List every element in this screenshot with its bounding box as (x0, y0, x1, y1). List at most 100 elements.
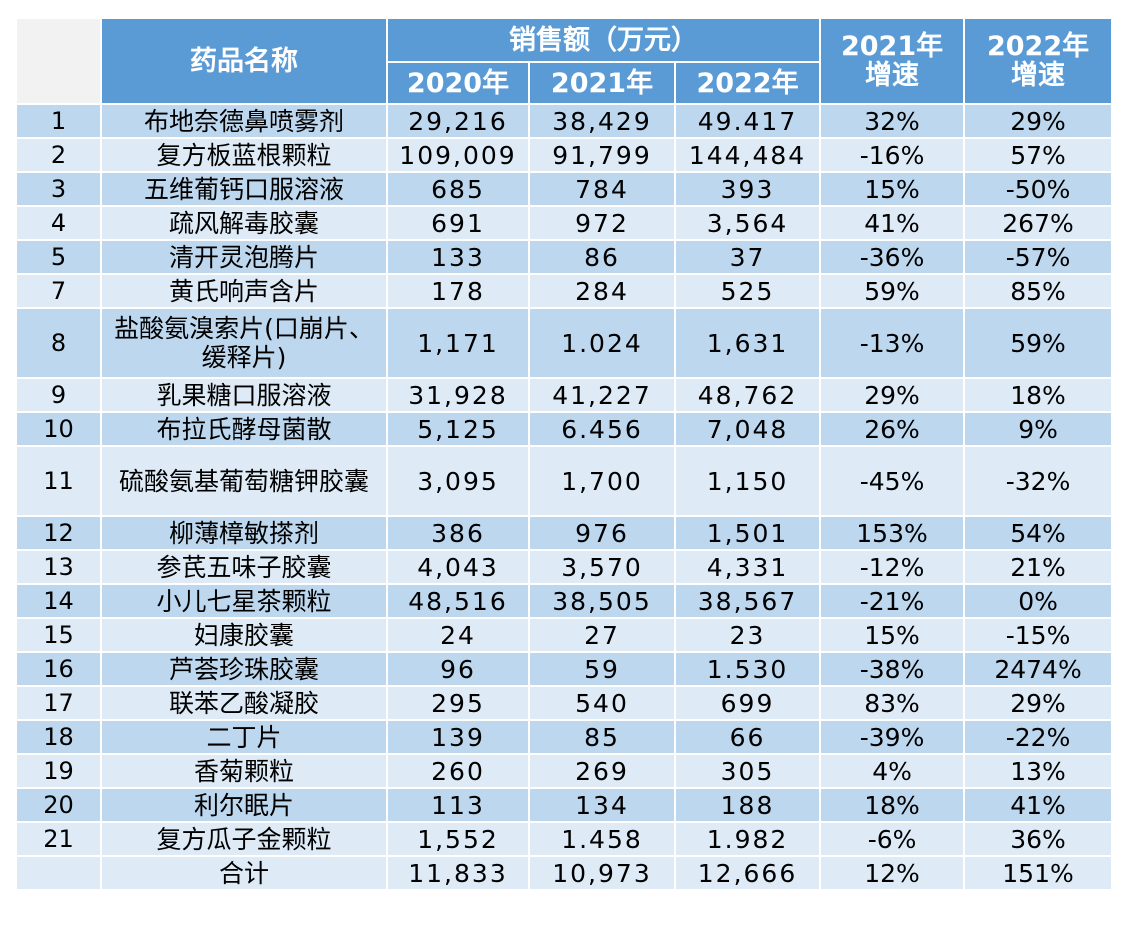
sales-2020-cell: 4,043 (386, 549, 530, 585)
growth-2021-cell: 41% (819, 205, 966, 241)
drug-name-cell: 利尔眠片 (100, 787, 388, 823)
row-index-cell: 4 (15, 205, 102, 241)
sales-2020-cell: 113 (386, 787, 530, 823)
sales-2020-cell: 295 (386, 685, 530, 721)
growth-2021-cell: 83% (819, 685, 966, 721)
growth-2022-cell: 57% (963, 137, 1114, 173)
drug-name-cell: 二丁片 (100, 719, 388, 755)
total-row: 合计 11,833 10,973 12,666 12% 151% (15, 855, 1114, 891)
growth-2021-cell: 4% (819, 753, 966, 789)
sales-2020-cell: 31,928 (386, 377, 530, 413)
sales-2020-cell: 29,216 (386, 103, 530, 139)
header-growth-2021: 2021年 增速 (819, 17, 966, 105)
sales-2020-cell: 386 (386, 515, 530, 551)
table-row: 18 二丁片 139 85 66 -39% -22% (15, 719, 1114, 755)
table-row: 16 芦荟珍珠胶囊 96 59 1.530 -38% 2474% (15, 651, 1114, 687)
growth-2021-cell: 18% (819, 787, 966, 823)
sales-2020-cell: 24 (386, 617, 530, 653)
row-index-cell: 2 (15, 137, 102, 173)
growth-2021-cell: 59% (819, 273, 966, 309)
row-index-cell: 10 (15, 411, 102, 447)
growth-2022-cell: 18% (963, 377, 1114, 413)
row-index-cell: 13 (15, 549, 102, 585)
header-corner-cell (15, 17, 102, 105)
sales-2020-cell: 1,171 (386, 307, 530, 379)
drug-name-cell: 布地奈德鼻喷雾剂 (100, 103, 388, 139)
sales-2021-cell: 38,429 (528, 103, 676, 139)
drug-name-cell: 芦荟珍珠胶囊 (100, 651, 388, 687)
drug-name-cell: 五维葡钙口服溶液 (100, 171, 388, 207)
header-growth-2022: 2022年 增速 (963, 17, 1114, 105)
drug-name-cell: 香菊颗粒 (100, 753, 388, 789)
sales-2022-cell: 393 (673, 171, 822, 207)
header-year-2022: 2022年 (673, 61, 822, 105)
table-row: 11 硫酸氨基葡萄糖钾胶囊 3,095 1,700 1,150 -45% -32% (15, 445, 1114, 517)
sales-table-container: 药品名称 销售额（万元） 2021年 增速 2022年 增速 2020年 202… (15, 17, 1114, 937)
growth-2022-cell: 29% (963, 685, 1114, 721)
sales-2021-cell: 85 (528, 719, 676, 755)
table-row: 19 香菊颗粒 260 269 305 4% 13% (15, 753, 1114, 789)
sales-2021-cell: 59 (528, 651, 676, 687)
growth-2022-cell: 36% (963, 821, 1114, 857)
total-sales-2020-cell: 11,833 (386, 855, 530, 891)
table-row: 21 复方瓜子金颗粒 1,552 1.458 1.982 -6% 36% (15, 821, 1114, 857)
growth-2022-cell: 85% (963, 273, 1114, 309)
growth-2021-cell: 32% (819, 103, 966, 139)
header-year-2020: 2020年 (386, 61, 530, 105)
sales-2022-cell: 48,762 (673, 377, 822, 413)
drug-sales-table: 药品名称 销售额（万元） 2021年 增速 2022年 增速 2020年 202… (15, 17, 1114, 891)
sales-2021-cell: 972 (528, 205, 676, 241)
table-row: 4 疏风解毒胶囊 691 972 3,564 41% 267% (15, 205, 1114, 241)
growth-2022-cell: 21% (963, 549, 1114, 585)
growth-2022-cell: -15% (963, 617, 1114, 653)
drug-name-cell: 小儿七星茶颗粒 (100, 583, 388, 619)
total-growth-2022-cell: 151% (963, 855, 1114, 891)
sales-2022-cell: 66 (673, 719, 822, 755)
sales-2020-cell: 96 (386, 651, 530, 687)
sales-2022-cell: 144,484 (673, 137, 822, 173)
table-row: 9 乳果糖口服溶液 31,928 41,227 48,762 29% 18% (15, 377, 1114, 413)
sales-2021-cell: 41,227 (528, 377, 676, 413)
header-drug-name: 药品名称 (100, 17, 388, 105)
drug-name-cell: 参芪五味子胶囊 (100, 549, 388, 585)
table-row: 12 柳薄樟敏搽剂 386 976 1,501 153% 54% (15, 515, 1114, 551)
growth-2022-cell: -50% (963, 171, 1114, 207)
row-index-cell: 21 (15, 821, 102, 857)
growth-2021-cell: -21% (819, 583, 966, 619)
sales-2022-cell: 38,567 (673, 583, 822, 619)
row-index-cell: 5 (15, 239, 102, 275)
sales-2020-cell: 139 (386, 719, 530, 755)
table-row: 10 布拉氏酵母菌散 5,125 6.456 7,048 26% 9% (15, 411, 1114, 447)
growth-2022-cell: 13% (963, 753, 1114, 789)
table-row: 8 盐酸氨溴索片(口崩片、缓释片) 1,171 1.024 1,631 -13% 59% (15, 307, 1114, 379)
total-sales-2021-cell: 10,973 (528, 855, 676, 891)
drug-name-cell: 复方板蓝根颗粒 (100, 137, 388, 173)
row-index-cell: 11 (15, 445, 102, 517)
sales-2020-cell: 3,095 (386, 445, 530, 517)
growth-2021-cell: 15% (819, 617, 966, 653)
row-index-cell: 15 (15, 617, 102, 653)
sales-2020-cell: 691 (386, 205, 530, 241)
growth-2022-cell: 59% (963, 307, 1114, 379)
sales-2020-cell: 109,009 (386, 137, 530, 173)
row-index-cell: 7 (15, 273, 102, 309)
growth-2022-cell: -22% (963, 719, 1114, 755)
growth-2022-cell: -32% (963, 445, 1114, 517)
drug-name-cell: 黄氏响声含片 (100, 273, 388, 309)
growth-2021-cell: 29% (819, 377, 966, 413)
growth-2021-cell: 26% (819, 411, 966, 447)
row-index-cell: 17 (15, 685, 102, 721)
sales-2021-cell: 86 (528, 239, 676, 275)
table-header: 药品名称 销售额（万元） 2021年 增速 2022年 增速 2020年 202… (15, 17, 1114, 105)
row-index-cell: 18 (15, 719, 102, 755)
drug-name-cell: 乳果糖口服溶液 (100, 377, 388, 413)
growth-2021-cell: 15% (819, 171, 966, 207)
sales-2021-cell: 38,505 (528, 583, 676, 619)
growth-2022-cell: 267% (963, 205, 1114, 241)
row-index-cell: 3 (15, 171, 102, 207)
header-sales-group: 销售额（万元） (385, 17, 822, 63)
sales-2022-cell: 525 (673, 273, 822, 309)
sales-2020-cell: 133 (386, 239, 530, 275)
growth-2022-cell: -57% (963, 239, 1114, 275)
row-index-cell: 1 (15, 103, 102, 139)
